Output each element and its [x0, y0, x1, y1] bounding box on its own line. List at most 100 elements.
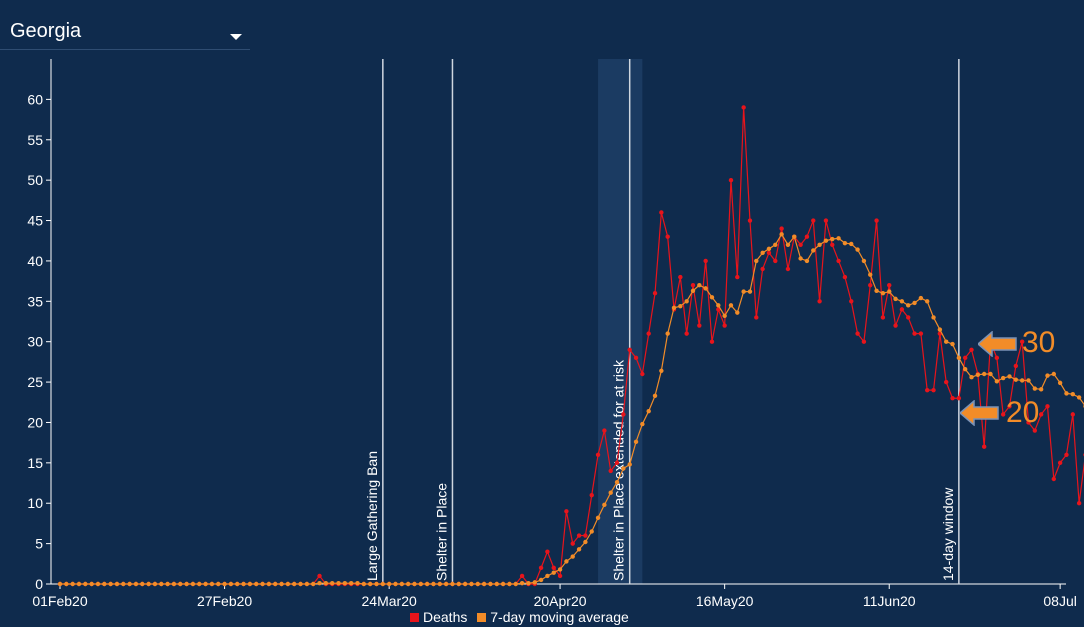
average-point — [779, 232, 784, 237]
deaths-point — [684, 331, 689, 336]
deaths-point — [773, 258, 778, 264]
average-point — [178, 581, 183, 587]
average-point — [507, 581, 512, 587]
average-point — [906, 303, 911, 308]
average-point — [412, 581, 417, 587]
deaths-point — [994, 355, 1000, 361]
deaths-point — [595, 452, 601, 457]
chevron-down-icon[interactable] — [230, 34, 242, 40]
average-point — [583, 539, 588, 545]
deaths-point — [956, 396, 962, 401]
average-point — [292, 581, 297, 587]
average-point — [1070, 391, 1076, 397]
average-point — [849, 241, 854, 247]
x-tick-label: 27Feb20 — [197, 593, 252, 609]
deaths-point — [703, 258, 708, 264]
average-point — [697, 282, 702, 288]
average-point — [1026, 378, 1031, 383]
y-tick-label: 10 — [27, 495, 43, 511]
average-point — [311, 581, 316, 587]
average-point — [89, 581, 94, 587]
deaths-point — [918, 331, 924, 336]
average-point — [1064, 391, 1069, 396]
y-tick-label: 35 — [27, 293, 43, 309]
average-point — [652, 393, 658, 399]
y-tick-label: 60 — [27, 91, 43, 107]
deaths-point — [887, 282, 892, 288]
average-point — [260, 581, 265, 587]
deaths-point — [722, 323, 727, 328]
y-tick-label: 15 — [27, 455, 43, 471]
average-point — [152, 581, 158, 587]
deaths-point — [906, 315, 911, 320]
average-point — [114, 581, 120, 587]
deaths-point — [1013, 363, 1019, 369]
average-point — [121, 581, 126, 587]
deaths-point — [874, 218, 879, 223]
average-point — [646, 408, 651, 414]
deaths-point — [779, 226, 784, 231]
average-point — [209, 581, 215, 587]
callout-20: 20 — [1006, 396, 1040, 429]
average-point — [969, 375, 974, 380]
deaths-point — [627, 347, 632, 352]
average-point — [962, 366, 968, 372]
average-point — [811, 248, 816, 253]
deaths-point — [817, 299, 822, 304]
average-point — [735, 310, 740, 315]
deaths-point — [785, 266, 791, 272]
average-point — [57, 581, 63, 587]
deaths-point — [728, 177, 734, 183]
average-point — [728, 303, 734, 308]
average-point — [108, 581, 113, 587]
deaths-point — [1076, 501, 1082, 506]
arrow-left-icon — [960, 400, 999, 426]
average-point — [931, 315, 936, 320]
deaths-point — [608, 468, 613, 474]
average-point — [671, 305, 677, 310]
average-point — [235, 581, 240, 587]
deaths-point — [1000, 412, 1006, 417]
average-point — [538, 577, 544, 583]
average-point — [893, 296, 898, 302]
average-point — [405, 581, 411, 587]
y-tick-label: 40 — [27, 253, 43, 269]
average-point — [500, 581, 506, 587]
average-point — [956, 355, 962, 361]
legend-item-average[interactable]: 7-day moving average — [477, 609, 629, 625]
average-point — [355, 580, 360, 586]
average-swatch — [477, 613, 487, 622]
region-dropdown[interactable]: Georgia — [0, 16, 250, 50]
average-point — [880, 291, 886, 296]
y-tick-label: 0 — [35, 576, 43, 592]
average-point — [266, 581, 272, 587]
deaths-point — [564, 509, 569, 514]
average-point — [431, 581, 436, 587]
average-point — [988, 371, 993, 377]
deaths-point — [811, 218, 816, 223]
average-point — [348, 580, 354, 586]
average-point — [456, 581, 461, 587]
average-point — [165, 581, 170, 587]
average-point — [766, 246, 772, 252]
average-point — [399, 581, 405, 587]
deaths-point — [741, 105, 746, 110]
average-point — [329, 580, 335, 586]
deaths-point — [589, 492, 594, 498]
deaths-point — [861, 339, 867, 344]
deaths-point — [804, 234, 810, 239]
legend-item-deaths[interactable]: Deaths — [410, 609, 467, 625]
average-point — [1038, 387, 1044, 392]
arrow-left-icon — [978, 331, 1017, 357]
average-point — [842, 240, 848, 246]
average-point — [1000, 375, 1006, 381]
average-point — [64, 581, 69, 587]
deaths-point — [1057, 460, 1063, 466]
average-point — [424, 581, 430, 587]
deaths-point — [830, 242, 835, 247]
deaths-point — [640, 371, 645, 377]
y-tick-label: 50 — [27, 172, 43, 188]
deaths-point — [621, 412, 626, 417]
deaths-point — [880, 315, 886, 320]
